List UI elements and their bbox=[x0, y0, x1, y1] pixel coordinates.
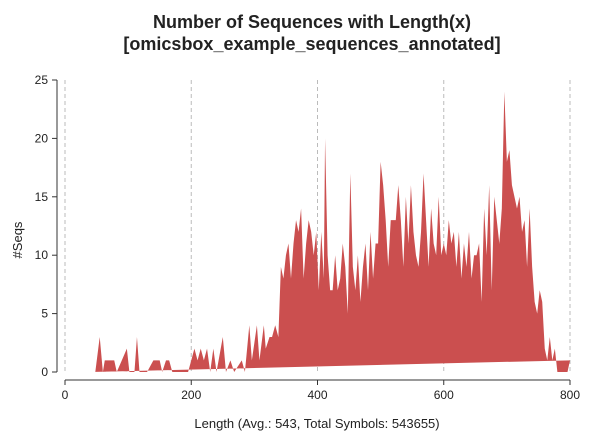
chart-title: [omicsbox_example_sequences_annotated] bbox=[123, 34, 500, 54]
y-tick-label: 5 bbox=[41, 307, 48, 321]
y-tick-label: 15 bbox=[35, 190, 49, 204]
chart-title: Number of Sequences with Length(x) bbox=[153, 12, 471, 32]
x-tick-label: 800 bbox=[560, 388, 580, 402]
x-tick-label: 600 bbox=[434, 388, 454, 402]
x-tick-label: 400 bbox=[307, 388, 327, 402]
y-axis-label: #Seqs bbox=[10, 221, 25, 258]
y-tick-label: 10 bbox=[35, 248, 49, 262]
area bbox=[90, 91, 570, 373]
x-tick-label: 200 bbox=[181, 388, 201, 402]
x-tick-label: 0 bbox=[62, 388, 69, 402]
x-axis-label: Length (Avg.: 543, Total Symbols: 543655… bbox=[194, 416, 439, 431]
y-tick-label: 25 bbox=[35, 73, 49, 87]
y-tick-label: 0 bbox=[41, 365, 48, 379]
y-tick-label: 20 bbox=[35, 131, 49, 145]
